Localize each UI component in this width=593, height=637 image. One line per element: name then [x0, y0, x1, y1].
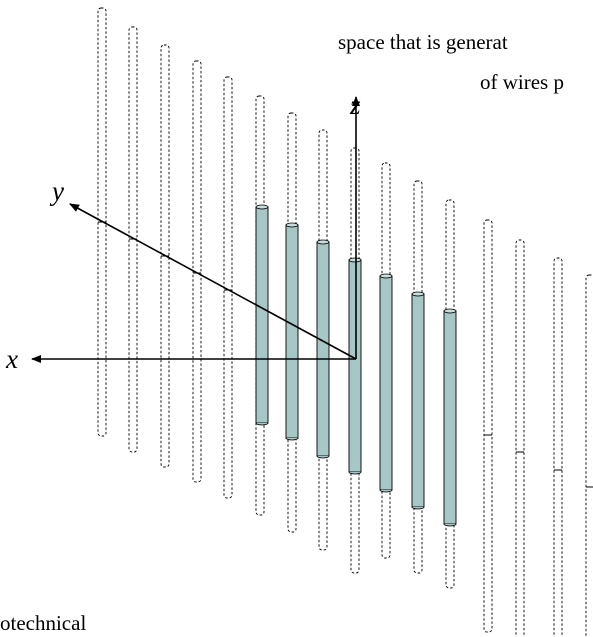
solid-wire — [348, 257, 362, 475]
x-axis-label: x — [5, 344, 18, 374]
solid-wire — [443, 308, 457, 527]
dashed-wire — [483, 219, 493, 633]
solid-wire — [379, 273, 393, 493]
caption-text-line-2: of wires p — [480, 70, 564, 94]
solid-wire — [411, 291, 425, 510]
dashed-wire — [585, 274, 593, 637]
solid-wire-group — [255, 204, 457, 527]
caption-text-line-1: space that is generat — [338, 30, 508, 54]
solid-wire — [255, 204, 269, 426]
dashed-wire — [553, 257, 563, 637]
z-axis-label: z — [349, 90, 361, 120]
dashed-wire — [515, 239, 525, 637]
dashed-wire — [381, 162, 391, 559]
dashed-wire-group — [97, 7, 593, 637]
caption-footer-text: otechnical — [0, 611, 87, 635]
y-axis — [69, 203, 357, 360]
dashed-wire — [160, 44, 170, 468]
y-axis-label: y — [49, 176, 64, 206]
solid-wire — [285, 222, 299, 441]
solid-wire — [316, 239, 330, 459]
axes-group: x y z — [5, 90, 361, 374]
